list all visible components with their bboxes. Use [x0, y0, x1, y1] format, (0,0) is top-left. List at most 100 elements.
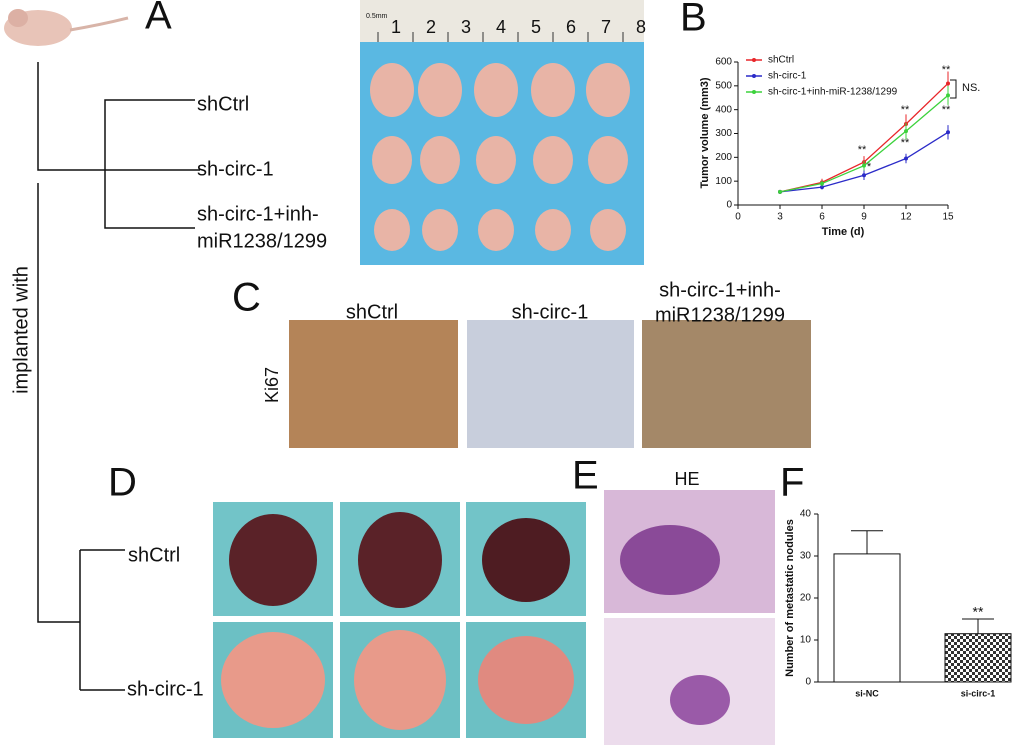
tumor — [478, 209, 514, 251]
tumor — [531, 63, 575, 117]
y-axis-label: Number of metastatic nodules — [784, 519, 796, 677]
legend-label: sh-circ-1+inh-miR-1238/1299 — [768, 87, 898, 98]
row-label: shCtrl — [128, 544, 180, 566]
panel-label: D — [108, 461, 137, 505]
lung-photos — [213, 502, 586, 738]
significance-label: ** — [901, 104, 910, 116]
y-tick-label: 0 — [726, 200, 732, 211]
significance-label: ** — [858, 144, 867, 156]
tree-d — [37, 183, 125, 691]
ruler-number: 4 — [496, 17, 506, 37]
tree-a — [37, 62, 200, 229]
tumor — [418, 63, 462, 117]
tumor — [535, 209, 571, 251]
mouse-illustration — [4, 9, 129, 46]
data-point — [820, 181, 824, 186]
data-point — [862, 173, 866, 178]
significance-label: ** — [942, 104, 951, 116]
data-point — [904, 129, 908, 134]
significance-label: ** — [973, 604, 984, 620]
data-point — [820, 185, 824, 190]
ruler-number: 3 — [461, 17, 471, 37]
y-tick-label: 200 — [715, 152, 732, 163]
row-label: sh-circ-1 — [127, 678, 204, 700]
data-point — [904, 156, 908, 161]
x-tick-label: 3 — [777, 212, 783, 223]
ruler-number: 8 — [636, 17, 646, 37]
tumor — [420, 136, 460, 184]
data-point — [946, 81, 950, 86]
column-label: sh-circ-1+inh- — [659, 279, 781, 301]
tumor — [370, 63, 414, 117]
legend-label: shCtrl — [768, 55, 794, 66]
bar — [833, 553, 901, 683]
x-tick-label: 0 — [735, 212, 741, 223]
y-tick-label: 10 — [800, 635, 812, 646]
group-label: sh-circ-1 — [197, 158, 274, 180]
x-tick-label: 6 — [819, 212, 825, 223]
x-axis-label: Time (d) — [822, 226, 865, 238]
tumor — [476, 136, 516, 184]
column-label: shCtrl — [346, 301, 398, 323]
legend-marker — [752, 74, 756, 78]
ki67-image — [642, 320, 811, 448]
significance-label: ** — [901, 137, 910, 149]
column-label: miR1238/1299 — [655, 304, 785, 326]
x-tick-label: si-circ-1 — [961, 688, 996, 698]
legend-marker — [752, 90, 756, 94]
x-tick-label: 9 — [861, 212, 867, 223]
column-label: sh-circ-1 — [512, 301, 589, 323]
ruler-number: 5 — [531, 17, 541, 37]
tumor-photo: 1 2 3 4 5 6 7 8 0.5mm — [360, 0, 646, 265]
side-label: implanted with — [10, 266, 32, 394]
panel-label: F — [780, 461, 804, 505]
group-label: miR1238/1299 — [197, 230, 327, 252]
legend-label: sh-circ-1 — [768, 71, 807, 82]
y-tick-label: 0 — [805, 677, 811, 688]
y-tick-label: 100 — [715, 176, 732, 187]
stain-label: Ki67 — [262, 367, 282, 403]
y-tick-label: 400 — [715, 104, 732, 115]
he-image-detail — [620, 525, 720, 595]
ruler-unit: 0.5mm — [366, 13, 388, 20]
x-tick-label: si-NC — [855, 688, 879, 698]
tumor — [533, 136, 573, 184]
group-label: shCtrl — [197, 93, 249, 115]
ruler-number: 7 — [601, 17, 611, 37]
tumor — [586, 63, 630, 117]
tumor — [422, 209, 458, 251]
ruler-number: 1 — [391, 17, 401, 37]
y-tick-label: 300 — [715, 128, 732, 139]
legend-marker — [752, 58, 756, 62]
y-tick-label: 500 — [715, 80, 732, 91]
panel-label: B — [680, 0, 707, 40]
y-tick-label: 30 — [800, 551, 812, 562]
image-title: HE — [674, 469, 699, 489]
panel-label: A — [145, 0, 172, 38]
tumor — [590, 209, 626, 251]
x-tick-label: 15 — [942, 212, 954, 223]
y-tick-label: 20 — [800, 593, 812, 604]
ki67-image — [289, 320, 458, 448]
he-image-detail — [670, 675, 730, 725]
data-point — [946, 93, 950, 98]
significance-bracket — [950, 79, 957, 99]
tumor — [374, 209, 410, 251]
significance-label: * — [867, 161, 872, 173]
ruler-number: 2 — [426, 17, 436, 37]
significance-label: NS. — [962, 82, 980, 94]
tumor — [588, 136, 628, 184]
ruler-number: 6 — [566, 17, 576, 37]
x-tick-label: 12 — [900, 212, 912, 223]
data-point — [778, 189, 782, 194]
y-tick-label: 600 — [715, 57, 732, 68]
panel-label: C — [232, 276, 261, 320]
data-point — [946, 130, 950, 135]
y-axis-label: Tumor volume (mm3) — [699, 77, 711, 188]
group-label: sh-circ-1+inh- — [197, 203, 319, 225]
panel-label: E — [572, 454, 599, 498]
y-tick-label: 40 — [800, 509, 812, 520]
significance-label: ** — [942, 64, 951, 76]
data-point — [862, 163, 866, 168]
